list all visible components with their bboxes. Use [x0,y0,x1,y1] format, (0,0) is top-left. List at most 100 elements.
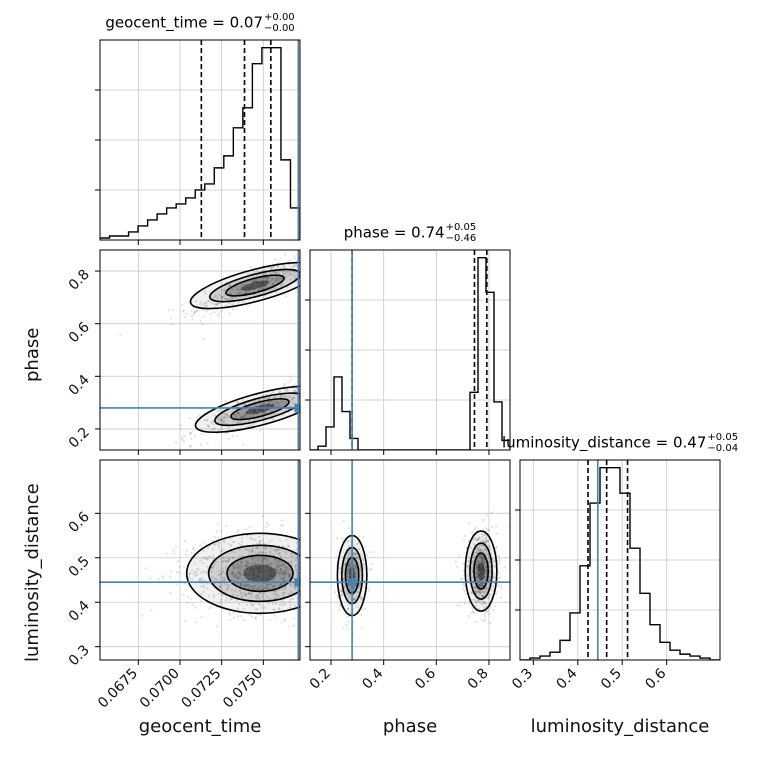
scatter-point [319,385,321,387]
scatter-point [222,548,225,552]
scatter-point [179,424,182,427]
scatter-point [251,562,254,565]
scatter-point [318,590,320,592]
scatter-point [175,571,179,574]
scatter-point [188,572,191,576]
scatter-point [265,584,268,587]
scatter-point [353,544,356,548]
scatter-point [477,568,480,571]
scatter-point [251,415,254,418]
scatter-point [277,402,280,405]
scatter-point [478,563,481,566]
scatter-point [315,560,317,562]
scatter-point [477,561,480,564]
scatter-point [275,592,278,595]
scatter-point [290,583,293,586]
scatter-point [282,576,286,579]
scatter-point [210,606,213,609]
scatter-point [484,533,487,536]
scatter-point [253,280,256,283]
scatter-point [249,565,252,568]
scatter-point [201,558,204,561]
scatter-point [481,563,484,566]
scatter-point [482,561,485,564]
scatter-point [236,573,239,576]
scatter-point [267,397,270,400]
scatter-point [483,558,486,561]
scatter-point [275,589,278,593]
scatter-point [302,563,304,565]
scatter-point [191,430,194,433]
scatter-point [288,573,291,576]
contour-line [469,542,493,600]
scatter-point [268,569,271,573]
scatter-point [237,297,240,300]
scatter-point [304,253,306,255]
scatter-point [206,424,209,427]
scatter-point [194,571,197,574]
scatter-point [263,284,267,288]
scatter-point [281,548,284,551]
scatter-point [218,573,221,576]
scatter-point [293,401,296,404]
scatter-point [271,277,274,280]
panel-frame [99,459,301,661]
scatter-point [286,270,289,273]
scatter-point [187,575,191,579]
scatter-point [215,303,218,306]
scatter-point [488,578,491,582]
scatter-point [264,397,267,400]
scatter-point [215,302,219,305]
scatter-point [270,401,273,404]
scatter-point [267,577,270,581]
scatter-point [202,337,205,341]
scatter-point [482,601,485,604]
scatter-point [267,583,270,586]
scatter-point [178,565,181,569]
scatter-point [251,282,255,285]
scatter-point [285,389,289,392]
scatter-point [260,558,263,562]
scatter-point [266,276,269,279]
panel-frame [99,249,301,451]
scatter-point [256,570,259,573]
scatter-point [224,582,227,585]
scatter-point [271,574,274,578]
density-level [230,398,290,420]
scatter-point [320,544,322,546]
scatter-point [216,625,219,628]
scatter-point [482,577,485,580]
scatter-point [265,411,268,415]
scatter-point [253,400,256,403]
scatter-point [256,284,259,288]
scatter-point [342,577,345,581]
scatter-point [272,282,275,285]
scatter-point [290,273,293,276]
scatter-point [319,406,321,408]
scatter-point [255,597,259,600]
scatter-point [225,413,228,416]
scatter-point [488,545,491,548]
scatter-point [250,424,253,427]
scatter-point [311,265,313,267]
scatter-point [273,271,276,274]
scatter-point [483,569,487,572]
scatter-point [482,564,485,567]
scatter-point [287,574,291,578]
scatter-point [254,567,257,570]
scatter-point [479,585,482,588]
scatter-point [221,570,224,573]
scatter-point [482,538,485,541]
scatter-point [200,571,203,574]
scatter-point [248,408,252,411]
scatter-point [301,580,303,582]
scatter-point [269,563,272,566]
scatter-point [284,566,287,569]
scatter-point [218,302,221,305]
scatter-point [348,603,351,606]
scatter-point [466,565,469,568]
scatter-point [265,563,269,566]
scatter-point [295,387,298,390]
scatter-point [238,414,241,417]
scatter-point [177,560,180,563]
